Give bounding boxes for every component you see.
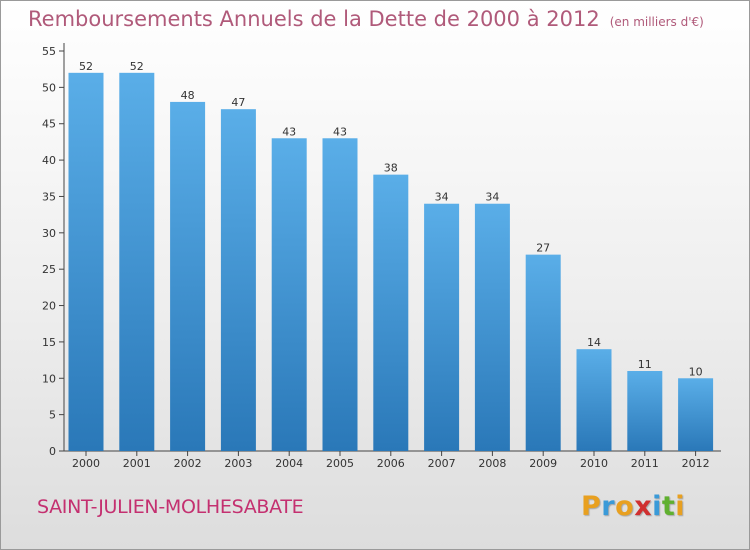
logo-letter: o <box>615 491 635 522</box>
x-tick-label: 2003 <box>224 457 252 470</box>
y-tick-label: 40 <box>42 154 56 167</box>
data-label-2007: 34 <box>435 191 449 204</box>
data-label-2011: 11 <box>638 358 652 371</box>
x-tick-label: 2004 <box>275 457 303 470</box>
data-label-2004: 43 <box>282 125 296 138</box>
y-tick-label: 35 <box>42 190 56 203</box>
bar-2009 <box>525 254 561 451</box>
logo-letter: x <box>634 491 653 522</box>
data-labels: 52 52 48 47 43 43 38 34 34 27 14 11 10 <box>79 60 703 378</box>
y-tick-label: 5 <box>49 409 56 422</box>
title-text: Remboursements Annuels de la Dette de 20… <box>28 7 600 31</box>
x-tick-label: 2007 <box>428 457 456 470</box>
y-tick-label: 25 <box>42 263 56 276</box>
x-tick-label: 2009 <box>529 457 557 470</box>
y-tick-label: 10 <box>42 372 56 385</box>
y-tick-label: 0 <box>49 445 56 458</box>
x-tick-label: 2000 <box>72 457 100 470</box>
logo-letter: r <box>601 491 616 522</box>
x-tick-label: 2006 <box>377 457 405 470</box>
bar-2004 <box>271 138 307 452</box>
x-tick-label: 2001 <box>123 457 151 470</box>
logo-letter: P <box>581 491 602 522</box>
x-tick-label: 2005 <box>326 457 354 470</box>
x-tick-label: 2008 <box>478 457 506 470</box>
data-label-2001: 52 <box>130 60 144 73</box>
bar-2011 <box>627 371 663 451</box>
x-tick-label: 2011 <box>631 457 659 470</box>
data-label-2005: 43 <box>333 125 347 138</box>
bar-2003 <box>220 109 256 451</box>
y-tick-label: 45 <box>42 118 56 131</box>
y-tick-label: 30 <box>42 227 56 240</box>
bars <box>68 72 714 452</box>
axes: 0 5 10 15 20 25 30 35 40 45 50 55 2000 2001 2002 2003 20… <box>42 43 721 470</box>
proxiti-logo: Proxiti <box>581 491 685 522</box>
data-label-2010: 14 <box>587 336 601 349</box>
commune-name: SAINT-JULIEN-MOLHESABATE <box>37 496 304 518</box>
y-tick-label: 55 <box>42 45 56 58</box>
y-tick-label: 50 <box>42 81 56 94</box>
bar-2007 <box>424 203 460 451</box>
unit-note: (en milliers d'€) <box>609 15 704 29</box>
data-label-2002: 48 <box>181 89 195 102</box>
bar-2010 <box>576 349 612 451</box>
data-label-2009: 27 <box>536 242 550 255</box>
bar-2000 <box>68 72 104 452</box>
x-tick-label: 2012 <box>682 457 710 470</box>
x-tick-label: 2002 <box>174 457 202 470</box>
data-label-2006: 38 <box>384 162 398 175</box>
bar-2008 <box>474 203 510 451</box>
logo-letter: i <box>675 491 686 522</box>
data-label-2000: 52 <box>79 60 93 73</box>
bar-2005 <box>322 138 358 452</box>
data-label-2008: 34 <box>485 191 499 204</box>
bar-2001 <box>119 72 155 452</box>
data-label-2012: 10 <box>689 365 703 378</box>
bar-2012 <box>678 378 714 451</box>
chart-title: Remboursements Annuels de la Dette de 20… <box>28 7 704 31</box>
data-label-2003: 47 <box>231 96 245 109</box>
logo-letter: i <box>652 491 662 522</box>
x-tick-label: 2010 <box>580 457 608 470</box>
bar-2006 <box>373 174 409 452</box>
y-tick-label: 15 <box>42 336 56 349</box>
y-tick-label: 20 <box>42 300 56 313</box>
bar-2002 <box>170 101 206 451</box>
logo-letter: t <box>661 491 676 522</box>
